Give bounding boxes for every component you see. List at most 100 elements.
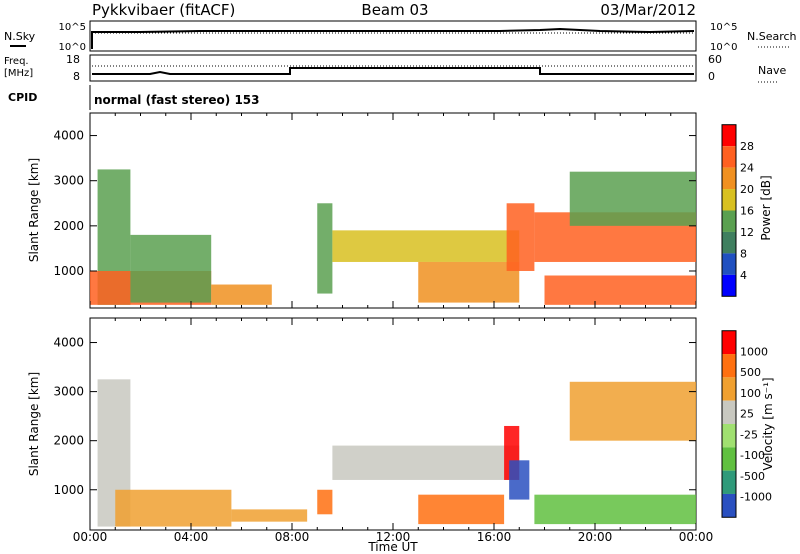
power-data xyxy=(90,169,696,305)
velocity-colorbar-tick-label: 25 xyxy=(740,408,754,421)
power-ytick-label: 3000 xyxy=(53,174,84,188)
velocity-region xyxy=(509,460,530,500)
noise-sky-line xyxy=(91,27,695,49)
power-colorbar-tick-label: 12 xyxy=(740,226,754,239)
velocity-colorbar: 1000 500 100 25 -25 -100 -500 -1000 xyxy=(721,330,772,518)
power-colorbar-frame xyxy=(721,124,737,297)
power-region xyxy=(332,230,520,262)
velocity-panel: 1000 2000 3000 4000 00:00 04:00 08:00 12:00 16:0… xyxy=(27,317,775,554)
freq-tick-bottom: 8 xyxy=(73,70,80,83)
velocity-xtick-label: 20:00 xyxy=(578,530,613,544)
power-region xyxy=(211,284,272,305)
power-region xyxy=(506,203,535,271)
velocity-xtick-label: 16:00 xyxy=(477,530,512,544)
power-colorbar: 28 24 20 16 12 8 4 xyxy=(721,124,754,297)
velocity-region xyxy=(115,489,232,527)
freq-tick-top: 18 xyxy=(66,53,80,66)
nsky-label: N.Sky xyxy=(4,30,36,43)
velocity-colorbar-swatch xyxy=(722,424,736,448)
velocity-xlabel: Time UT xyxy=(367,540,418,554)
velocity-axes: 1000 2000 3000 4000 00:00 04:00 08:00 12:00 16:0… xyxy=(53,318,713,544)
nave-tick-top: 60 xyxy=(708,53,722,66)
title-beam: Beam 03 xyxy=(361,1,428,19)
power-colorbar-tick-label: 24 xyxy=(740,162,754,175)
power-region xyxy=(544,275,696,305)
power-axes: 1000 2000 3000 4000 xyxy=(53,113,697,308)
freq-label-line1: Freq. xyxy=(4,56,29,67)
power-colorbar-swatch xyxy=(722,124,736,147)
velocity-colorbar-swatch xyxy=(722,330,736,355)
velocity-colorbar-tick-label: -25 xyxy=(740,428,758,441)
power-colorbar-swatch xyxy=(722,210,736,232)
nsearch-label: N.Search xyxy=(747,30,797,43)
noise-tick-bottom-right: 10^0 xyxy=(710,42,737,53)
velocity-xtick-label: 12:00 xyxy=(376,530,411,544)
power-region xyxy=(130,234,212,303)
power-colorbar-tick-label: 4 xyxy=(740,269,747,282)
velocity-colorbar-swatch xyxy=(722,493,736,518)
power-region xyxy=(418,261,520,303)
velocity-colorbar-frame xyxy=(721,330,737,518)
power-colorbar-swatch xyxy=(722,146,736,168)
power-colorbar-label: Power [dB] xyxy=(759,175,773,240)
velocity-ytick-label: 3000 xyxy=(53,385,84,399)
power-colorbar-swatch xyxy=(722,253,736,275)
velocity-colorbar-swatch xyxy=(722,377,736,401)
cpid-label: CPID xyxy=(8,91,37,104)
velocity-data xyxy=(97,379,696,527)
power-colorbar-tick-label: 28 xyxy=(740,140,754,153)
noise-tick-top: 10^5 xyxy=(59,22,86,33)
velocity-colorbar-swatch xyxy=(722,400,736,424)
velocity-xtick-label: 04:00 xyxy=(174,530,209,544)
power-colorbar-swatch xyxy=(722,189,736,211)
power-colorbar-swatch xyxy=(722,231,736,254)
velocity-colorbar-swatch xyxy=(722,470,736,494)
power-colorbar-tick-label: 16 xyxy=(740,205,754,218)
velocity-xtick-label: 00:00 xyxy=(679,530,714,544)
freq-label-line2: [MHz] xyxy=(4,68,33,79)
velocity-xtick-label: 08:00 xyxy=(275,530,310,544)
power-colorbar-tick-label: 20 xyxy=(740,183,754,196)
velocity-region xyxy=(418,494,505,525)
velocity-colorbar-label: Velocity [m s⁻¹] xyxy=(761,377,775,470)
velocity-region xyxy=(231,509,308,522)
power-colorbar-swatch xyxy=(722,274,736,297)
velocity-ytick-label: 1000 xyxy=(53,483,84,497)
freq-line xyxy=(92,67,694,75)
power-ylabel: Slant Range [km] xyxy=(27,158,41,262)
velocity-region xyxy=(332,445,520,480)
velocity-region xyxy=(317,489,333,515)
noise-tick-bottom: 10^0 xyxy=(59,42,86,53)
power-region xyxy=(569,171,696,226)
velocity-ytick-label: 4000 xyxy=(53,336,84,350)
freq-panel xyxy=(89,54,697,82)
title-date: 03/Mar/2012 xyxy=(600,1,696,19)
nave-label: Nave xyxy=(758,64,786,77)
velocity-colorbar-tick-label: -100 xyxy=(740,449,765,462)
power-region xyxy=(317,203,333,294)
power-colorbar-swatch xyxy=(722,167,736,190)
title-radar: Pykkvibaer (fitACF) xyxy=(92,1,235,19)
velocity-region xyxy=(534,494,696,525)
velocity-colorbar-tick-label: 1000 xyxy=(740,345,768,358)
velocity-ytick-label: 2000 xyxy=(53,434,84,448)
velocity-colorbar-swatch xyxy=(722,447,736,471)
power-ytick-label: 2000 xyxy=(53,219,84,233)
velocity-ylabel: Slant Range [km] xyxy=(27,372,41,476)
velocity-colorbar-tick-label: -500 xyxy=(740,470,765,483)
velocity-colorbar-tick-label: -1000 xyxy=(740,491,772,504)
velocity-colorbar-tick-label: 100 xyxy=(740,387,761,400)
nave-tick-bottom: 0 xyxy=(708,70,715,83)
power-ytick-label: 4000 xyxy=(53,129,84,143)
noise-panel xyxy=(89,20,697,52)
velocity-xtick-label: 00:00 xyxy=(73,530,108,544)
power-panel: 1000 2000 3000 4000 Slant Range [km] 28 24 20… xyxy=(27,112,773,309)
cpid-text: normal (fast stereo) 153 xyxy=(94,93,260,107)
velocity-colorbar-tick-label: 500 xyxy=(740,366,761,379)
noise-tick-top-right: 10^5 xyxy=(710,22,737,33)
power-ytick-label: 1000 xyxy=(53,264,84,278)
velocity-colorbar-swatch xyxy=(722,354,736,378)
power-colorbar-tick-label: 8 xyxy=(740,247,747,260)
velocity-region xyxy=(569,381,696,441)
